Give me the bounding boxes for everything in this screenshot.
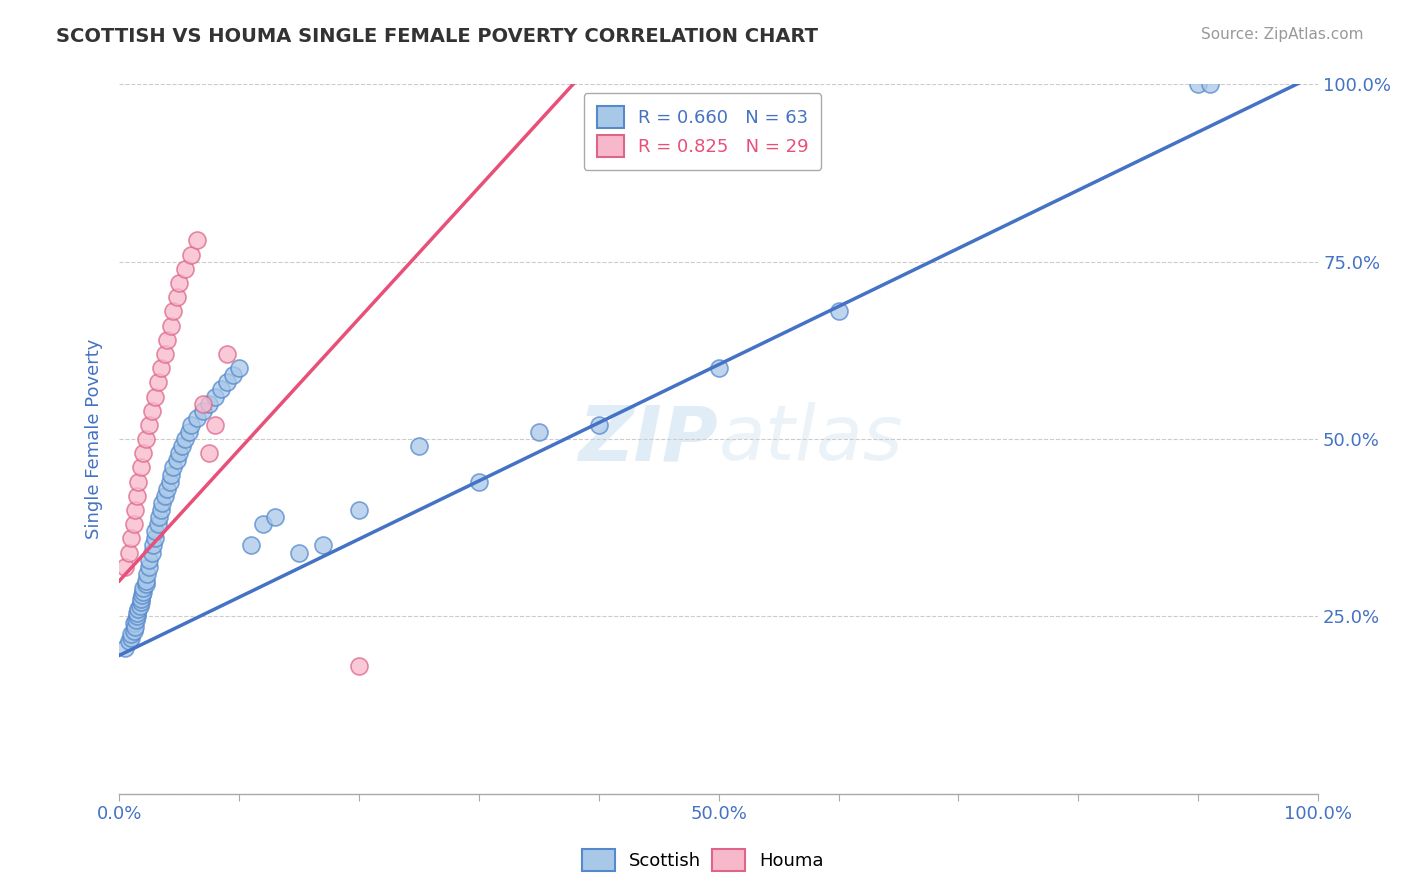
Point [186,410,208,425]
Point [162,460,184,475]
Legend: R = 0.660   N = 63, R = 0.825   N = 29: R = 0.660 N = 63, R = 0.825 N = 29 [583,94,821,170]
Point [114,559,136,574]
Point [156,482,179,496]
Point [127,475,149,489]
Point [129,595,152,609]
Point [150,361,173,376]
Point [127,606,149,620]
Point [114,641,136,656]
Point [217,347,239,361]
Point [143,390,166,404]
Point [146,517,169,532]
Point [193,403,215,417]
Point [128,599,150,613]
Point [707,361,730,376]
Point [135,566,157,581]
Point [217,376,239,390]
Point [146,376,169,390]
Point [312,538,335,552]
Point [180,417,202,432]
Point [118,634,141,648]
Point [159,467,181,482]
Point [143,524,166,539]
Point [166,290,188,304]
Point [138,552,160,566]
Point [408,439,430,453]
Point [143,532,166,546]
Point [138,559,160,574]
Point [222,368,245,383]
Point [527,425,550,439]
Point [138,417,160,432]
Point [135,432,157,446]
Point [148,510,170,524]
Legend: Scottish, Houma: Scottish, Houma [575,842,831,879]
Point [122,624,145,638]
Text: atlas: atlas [718,402,903,476]
Point [120,532,142,546]
Point [240,538,263,552]
Point [152,496,174,510]
Point [141,545,163,559]
Point [198,396,221,410]
Point [132,446,155,460]
Point [347,659,370,673]
Point [129,460,152,475]
Point [125,613,148,627]
Point [177,425,200,439]
Point [264,510,287,524]
Point [127,609,149,624]
Point [193,396,215,410]
Point [204,390,226,404]
Y-axis label: Single Female Poverty: Single Female Poverty [86,339,103,540]
Point [124,620,146,634]
Point [167,276,190,290]
Point [124,503,146,517]
Point [198,446,221,460]
Point [156,333,179,347]
Point [142,538,165,552]
Point [174,432,197,446]
Point [120,627,142,641]
Point [1199,78,1222,92]
Point [170,439,193,453]
Point [1187,78,1209,92]
Point [118,545,141,559]
Point [122,517,145,532]
Point [132,584,155,599]
Point [588,417,610,432]
Point [129,591,152,606]
Point [347,503,370,517]
Point [141,403,163,417]
Text: ZIP: ZIP [579,402,718,476]
Point [288,545,311,559]
Point [162,304,184,318]
Point [127,489,149,503]
Point [827,304,849,318]
Point [252,517,274,532]
Point [122,616,145,631]
Point [135,574,157,588]
Point [127,602,149,616]
Point [167,446,190,460]
Point [186,234,208,248]
Point [159,318,181,333]
Point [159,475,181,489]
Point [120,631,142,645]
Point [468,475,491,489]
Text: Source: ZipAtlas.com: Source: ZipAtlas.com [1201,27,1364,42]
Point [153,347,176,361]
Point [131,588,153,602]
Point [135,577,157,591]
Text: SCOTTISH VS HOUMA SINGLE FEMALE POVERTY CORRELATION CHART: SCOTTISH VS HOUMA SINGLE FEMALE POVERTY … [56,27,818,45]
Point [228,361,250,376]
Point [180,247,202,261]
Point [150,503,173,517]
Point [174,261,197,276]
Point [132,581,155,595]
Point [204,417,226,432]
Point [209,383,232,397]
Point [166,453,188,467]
Point [153,489,176,503]
